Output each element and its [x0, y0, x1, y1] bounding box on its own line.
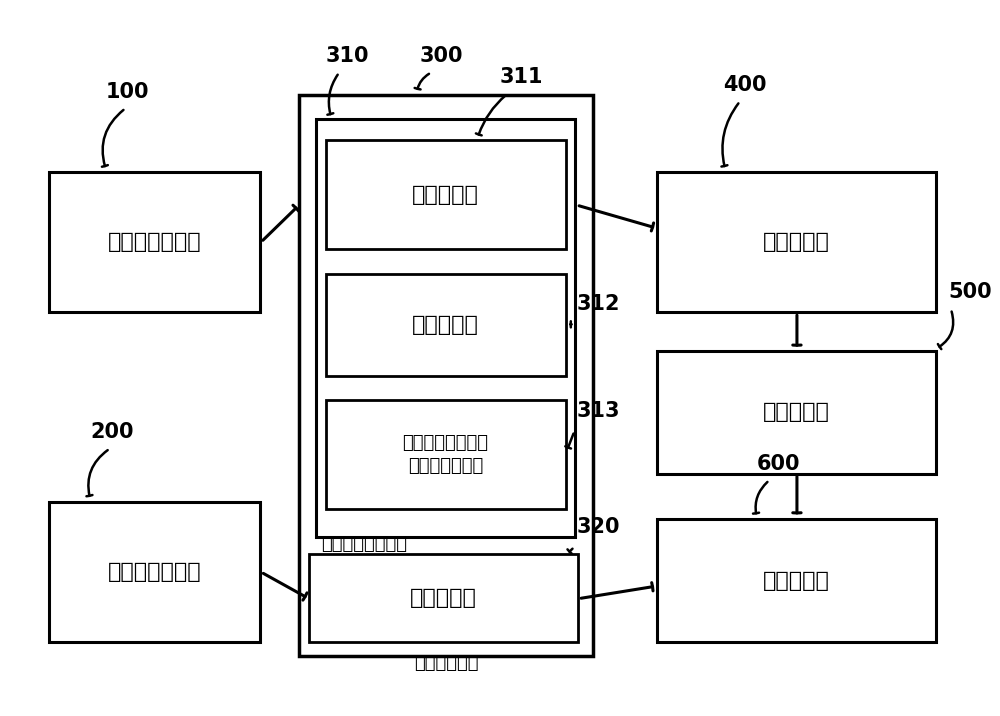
- FancyBboxPatch shape: [299, 95, 593, 656]
- Text: 图像增强部: 图像增强部: [410, 589, 477, 609]
- Text: 200: 200: [90, 422, 134, 442]
- FancyBboxPatch shape: [49, 172, 260, 312]
- FancyBboxPatch shape: [326, 274, 566, 375]
- Text: 交叉验证部: 交叉验证部: [763, 402, 830, 422]
- Text: 尺寸调节部: 尺寸调节部: [412, 314, 479, 334]
- FancyBboxPatch shape: [657, 351, 936, 474]
- Text: 感兴趣区域获取部: 感兴趣区域获取部: [321, 535, 407, 553]
- Text: 600: 600: [757, 454, 800, 474]
- Text: 312: 312: [576, 294, 620, 314]
- FancyBboxPatch shape: [657, 172, 936, 312]
- Text: 300: 300: [420, 46, 463, 66]
- Text: 眼病诊断部: 眼病诊断部: [763, 571, 830, 591]
- FancyBboxPatch shape: [326, 400, 566, 509]
- FancyBboxPatch shape: [49, 502, 260, 642]
- Text: 313: 313: [576, 401, 620, 421]
- Text: 311: 311: [500, 67, 544, 87]
- Text: 通道选择部: 通道选择部: [412, 185, 479, 205]
- FancyBboxPatch shape: [309, 554, 578, 642]
- Text: 图像预处理部: 图像预处理部: [414, 654, 478, 672]
- FancyBboxPatch shape: [326, 140, 566, 249]
- Text: 诊断图像获取部: 诊断图像获取部: [108, 562, 201, 582]
- Text: 500: 500: [949, 282, 992, 302]
- Text: 320: 320: [576, 517, 620, 537]
- FancyBboxPatch shape: [316, 120, 575, 537]
- Text: 眼底图像获取部: 眼底图像获取部: [108, 232, 201, 252]
- Text: 深层学习部: 深层学习部: [763, 232, 830, 252]
- Text: 310: 310: [326, 46, 369, 66]
- Text: 100: 100: [106, 82, 150, 102]
- Text: 400: 400: [723, 75, 767, 95]
- FancyBboxPatch shape: [657, 519, 936, 642]
- Text: 限制对比度自适应
直方图均衡化部: 限制对比度自适应 直方图均衡化部: [403, 435, 489, 475]
